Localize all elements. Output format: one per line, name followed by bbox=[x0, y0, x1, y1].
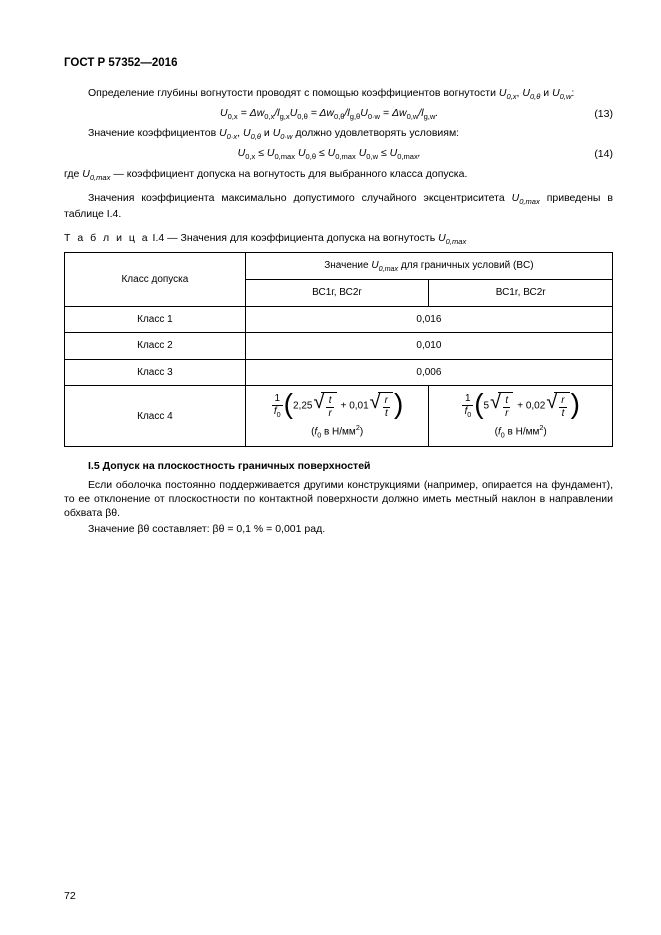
sqrt-t-r-b: √tr bbox=[490, 392, 513, 420]
frac-den-b: f0 bbox=[462, 406, 473, 420]
equation-14-number: (14) bbox=[594, 147, 613, 161]
equation-14: U0,x ≤ U0,max U0,θ ≤ U0,max U0,w ≤ U0,ma… bbox=[64, 146, 613, 162]
sym-u0th2: U0,θ bbox=[243, 127, 261, 139]
formula-note-b: (f0 в Н/мм2) bbox=[433, 424, 608, 440]
cell-formula-b: 1 f0 (5√tr + 0,02√rt) (f0 в Н/мм2) bbox=[429, 386, 613, 447]
sqrt-body-b2: rt bbox=[554, 392, 569, 420]
frac-num: 1 bbox=[272, 393, 283, 406]
equation-14-body: U0,x ≤ U0,max U0,θ ≤ U0,max U0,w ≤ U0,ma… bbox=[64, 146, 594, 162]
p2-tail: должно удовлетворять условиям: bbox=[292, 127, 459, 139]
p1-tail: : bbox=[571, 87, 574, 99]
sym-u0max2: U0,max bbox=[512, 192, 540, 204]
table-caption-word: Т а б л и ц а bbox=[64, 232, 150, 244]
page: ГОСТ Р 57352—2016 Определение глубины во… bbox=[0, 0, 661, 935]
p4-a: Значения коэффициента максимально допуст… bbox=[88, 192, 512, 204]
table-caption-rest: I.4 — Значения для коэффициента допуска … bbox=[150, 232, 438, 244]
col-header-group-a: Значение bbox=[324, 260, 371, 271]
plus-1: + bbox=[338, 401, 349, 412]
f-sub: 0 bbox=[277, 410, 281, 419]
sym-u0w: U0,w bbox=[552, 87, 571, 99]
sym-u0max-th: U0,max bbox=[371, 260, 398, 271]
paragraph-4: Значения коэффициента максимально допуст… bbox=[64, 191, 613, 221]
frac-1-f0-b: 1 f0 bbox=[462, 393, 473, 420]
coef-b1: 5 bbox=[484, 401, 490, 412]
frac-den: f0 bbox=[272, 406, 283, 420]
note-text: в Н/мм bbox=[321, 427, 356, 438]
frac-num-b: 1 bbox=[462, 393, 473, 406]
formula-note: (f0 в Н/мм2) bbox=[250, 424, 425, 440]
equation-13-number: (13) bbox=[594, 107, 613, 121]
p1-text: Определение глубины вогнутости проводят … bbox=[88, 87, 499, 99]
coef-a2: 0,01 bbox=[349, 401, 368, 412]
col-header-group: Значение U0,max для граничных условий (B… bbox=[245, 252, 612, 280]
paragraph-3: где U0,max — коэффициент допуска на вогн… bbox=[64, 167, 613, 183]
table-row: Класс 2 0,010 bbox=[65, 333, 613, 360]
r-var-b2: r bbox=[559, 395, 566, 408]
cell-class-4: Класс 4 bbox=[65, 386, 246, 447]
col-header-bc1: ВС1г, ВС2г bbox=[245, 280, 429, 307]
table-row-4: Класс 4 1 f0 (2,25√tr + 0,01√rt) (f0 в Н… bbox=[65, 386, 613, 447]
r-var-b: r bbox=[503, 408, 510, 420]
p2-text: Значение коэффициентов bbox=[88, 127, 219, 139]
sym-u0x2: U0·x bbox=[219, 127, 237, 139]
r-var2: r bbox=[383, 395, 390, 408]
cell-value: 0,016 bbox=[245, 306, 612, 333]
paragraph-2: Значение коэффициентов U0·x, U0,θ и U0·w… bbox=[64, 126, 613, 142]
sqrt-body: tr bbox=[321, 392, 336, 420]
cell-value: 0,010 bbox=[245, 333, 612, 360]
note-close-b: ) bbox=[543, 427, 546, 438]
plus-b: + bbox=[514, 401, 525, 412]
sym-u0max-cap: U0,max bbox=[438, 232, 466, 244]
cell-class: Класс 1 bbox=[65, 306, 246, 333]
t-var-b2: t bbox=[559, 408, 566, 420]
f-sub-b: 0 bbox=[467, 410, 471, 419]
sqrt-r-t-b: √rt bbox=[546, 392, 569, 420]
cell-formula-a: 1 f0 (2,25√tr + 0,01√rt) (f0 в Н/мм2) bbox=[245, 386, 429, 447]
table-i4: Класс допуска Значение U0,max для гранич… bbox=[64, 252, 613, 448]
sym-u0max: U0,max bbox=[82, 168, 110, 180]
col-header-bc2: ВС1r, ВС2r bbox=[429, 280, 613, 307]
coef-b2: 0,02 bbox=[526, 401, 545, 412]
document-header: ГОСТ Р 57352—2016 bbox=[64, 56, 613, 72]
cell-class: Класс 3 bbox=[65, 359, 246, 386]
t-var-b: t bbox=[503, 395, 510, 408]
sym-u0w2: U0·w bbox=[273, 127, 293, 139]
t-var: t bbox=[326, 395, 333, 408]
table-header-row-1: Класс допуска Значение U0,max для гранич… bbox=[65, 252, 613, 280]
equation-13-body: U0,x = Δw0,x/lg,xU0,θ = Δw0,θ/lg,θU0·w =… bbox=[64, 106, 594, 122]
section-i5-heading: I.5 Допуск на плоскостность граничных по… bbox=[64, 459, 613, 473]
note-text-b: в Н/мм bbox=[505, 427, 540, 438]
cell-value: 0,006 bbox=[245, 359, 612, 386]
t-var2: t bbox=[383, 408, 390, 420]
p3-body: — коэффициент допуска на вогнутость для … bbox=[110, 168, 467, 180]
col-header-class: Класс допуска bbox=[65, 252, 246, 306]
sym-u0x: U0,x bbox=[499, 87, 517, 99]
sqrt-r-t: √rt bbox=[370, 392, 393, 420]
table-row: Класс 1 0,016 bbox=[65, 306, 613, 333]
sym-u0theta: U0,θ bbox=[522, 87, 540, 99]
col-header-group-b: для граничных условий (BC) bbox=[398, 260, 533, 271]
sqrt-body-b: tr bbox=[498, 392, 513, 420]
sqrt-t-r: √tr bbox=[313, 392, 336, 420]
sqrt-body: rt bbox=[378, 392, 393, 420]
section-i5-p2: Значение βθ составляет: βθ = 0,1 % = 0,0… bbox=[64, 522, 613, 536]
r-var: r bbox=[326, 408, 333, 420]
p3-prefix: где bbox=[64, 168, 82, 180]
paragraph-1: Определение глубины вогнутости проводят … bbox=[64, 86, 613, 102]
page-number: 72 bbox=[64, 889, 76, 903]
section-i5-p1: Если оболочка постоянно поддерживается д… bbox=[64, 478, 613, 521]
cell-class: Класс 2 bbox=[65, 333, 246, 360]
coef-a1: 2,25 bbox=[293, 401, 312, 412]
note-close: ) bbox=[360, 427, 363, 438]
table-caption: Т а б л и ц а I.4 — Значения для коэффиц… bbox=[64, 231, 613, 247]
table-row: Класс 3 0,006 bbox=[65, 359, 613, 386]
equation-13: U0,x = Δw0,x/lg,xU0,θ = Δw0,θ/lg,θU0·w =… bbox=[64, 106, 613, 122]
frac-1-f0: 1 f0 bbox=[272, 393, 283, 420]
